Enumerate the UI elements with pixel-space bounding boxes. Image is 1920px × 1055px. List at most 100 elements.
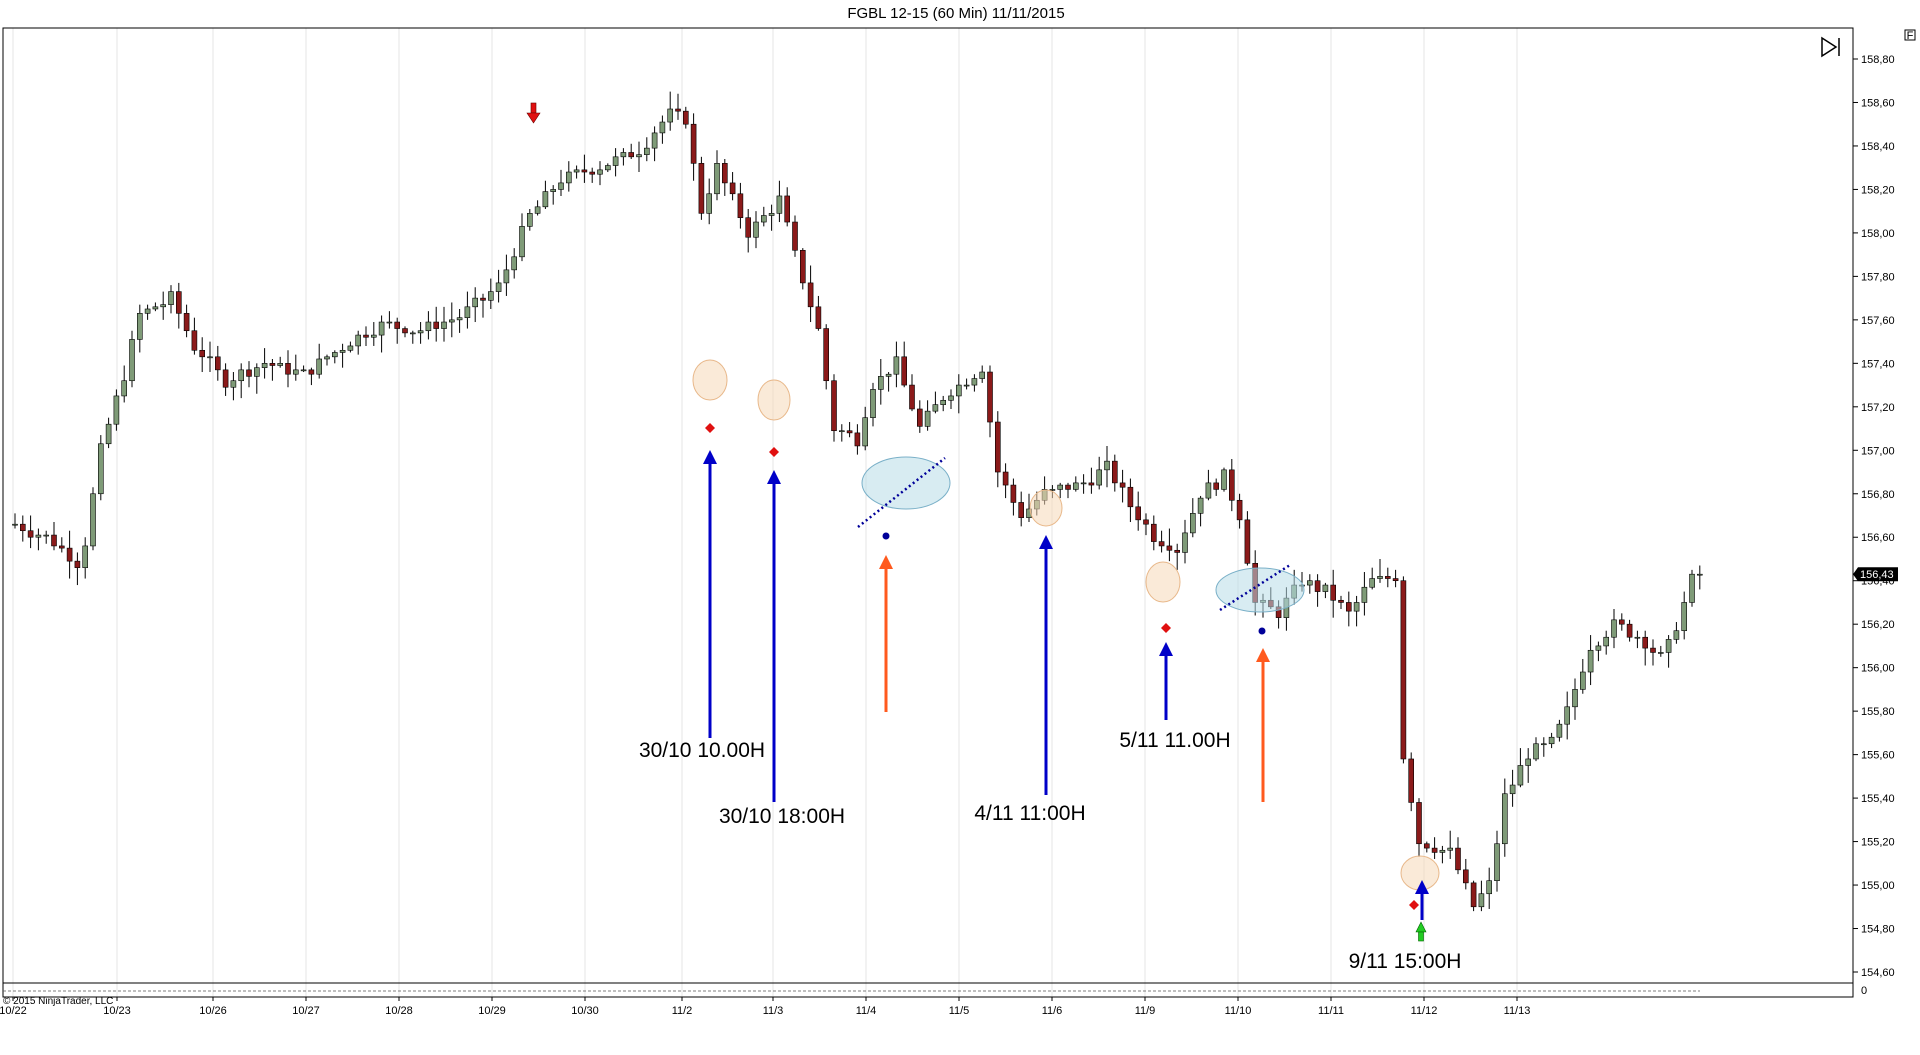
candle-body bbox=[948, 395, 954, 401]
candle bbox=[1104, 445, 1110, 488]
arrow-head bbox=[1256, 648, 1270, 662]
candle bbox=[721, 158, 728, 196]
candle bbox=[1002, 463, 1009, 499]
candle bbox=[1112, 454, 1118, 492]
candle bbox=[916, 400, 923, 433]
candle-body bbox=[690, 123, 697, 164]
candle-body bbox=[1642, 636, 1648, 649]
date-axis: 10/22 10/23 10/26 10/27 10/28 10/29 10/30 11/2 1… bbox=[0, 997, 1530, 1017]
candle-body bbox=[1650, 647, 1656, 653]
candle bbox=[1010, 478, 1017, 516]
candle bbox=[940, 395, 947, 412]
x-tick-label: 11/6 bbox=[1042, 1005, 1063, 1017]
candle-body bbox=[1470, 882, 1477, 908]
candle-body bbox=[168, 291, 174, 305]
signal-diamond-marker bbox=[705, 423, 715, 433]
candle-body bbox=[909, 384, 915, 410]
candle bbox=[862, 406, 869, 451]
candle-body bbox=[27, 530, 34, 538]
candle-body bbox=[1049, 489, 1056, 491]
candle-body bbox=[1143, 519, 1149, 525]
candle-body bbox=[1065, 484, 1071, 490]
y-tick-label: 157,80 bbox=[1861, 271, 1895, 283]
candle bbox=[667, 91, 674, 131]
candle-body bbox=[604, 165, 611, 171]
candle bbox=[636, 141, 642, 173]
candle bbox=[838, 424, 845, 442]
candle bbox=[659, 115, 666, 144]
candle-body bbox=[1205, 482, 1212, 499]
candle bbox=[19, 515, 26, 542]
candle-body bbox=[628, 152, 635, 158]
candle-body bbox=[1182, 532, 1188, 553]
grid-lines bbox=[12, 28, 1518, 997]
candle-body bbox=[526, 213, 533, 227]
x-tick-label: 11/2 bbox=[672, 1005, 693, 1017]
candle-body bbox=[1408, 758, 1414, 803]
candle-body bbox=[636, 154, 642, 158]
pattern-ellipse-orange bbox=[1145, 561, 1181, 603]
candle-body bbox=[1424, 843, 1430, 849]
candle bbox=[1369, 567, 1375, 590]
candle-body bbox=[183, 313, 190, 332]
panel-badge-box bbox=[1904, 29, 1916, 41]
candle bbox=[1174, 543, 1180, 570]
plot-border bbox=[2, 27, 1854, 998]
candle bbox=[550, 185, 557, 205]
candle-body bbox=[12, 523, 18, 526]
candle bbox=[519, 213, 525, 262]
arrow-head bbox=[1159, 642, 1173, 656]
last-price-tag bbox=[1853, 567, 1898, 582]
candle bbox=[137, 304, 143, 353]
candle bbox=[456, 308, 463, 333]
candle bbox=[1065, 482, 1071, 499]
candle-body bbox=[643, 147, 650, 155]
candle bbox=[292, 354, 299, 381]
candle bbox=[893, 341, 900, 388]
candle bbox=[448, 302, 455, 338]
candle-body bbox=[1197, 497, 1204, 514]
candle-body bbox=[1697, 573, 1703, 576]
candle-body bbox=[1236, 499, 1243, 521]
candle bbox=[1073, 476, 1079, 492]
candle bbox=[1119, 469, 1126, 503]
candle bbox=[1127, 478, 1134, 523]
signal-arrow-blue bbox=[767, 470, 781, 802]
candle bbox=[753, 211, 759, 249]
candle bbox=[1166, 528, 1173, 562]
candle bbox=[792, 215, 798, 257]
candle-body bbox=[1166, 545, 1173, 551]
candle-body bbox=[854, 432, 861, 447]
candle-body bbox=[1658, 652, 1664, 654]
candle bbox=[230, 372, 237, 401]
annotation-layer: 30/10 10.00H 30/10 18:00H 4/11 11:00H 5/11 … bbox=[526, 102, 1461, 973]
candle-body bbox=[19, 523, 26, 532]
scroll-end-icon[interactable] bbox=[1821, 36, 1840, 58]
candle-body bbox=[737, 193, 744, 218]
candle-body bbox=[846, 430, 853, 434]
candle bbox=[932, 391, 939, 414]
signal-diamond-marker bbox=[769, 447, 779, 457]
candle bbox=[979, 365, 986, 383]
candle-body bbox=[331, 352, 338, 358]
candle bbox=[1088, 467, 1095, 494]
candle-body bbox=[815, 306, 822, 329]
candle-body bbox=[433, 321, 440, 329]
candle-body bbox=[324, 356, 330, 360]
y-tick-label: 155,00 bbox=[1861, 880, 1895, 892]
candle-body bbox=[1564, 706, 1570, 725]
candle bbox=[581, 154, 588, 183]
candle-body bbox=[495, 282, 502, 292]
candle-body bbox=[176, 291, 182, 314]
candle-body bbox=[238, 369, 244, 382]
candle-body bbox=[581, 169, 588, 173]
candle bbox=[542, 180, 549, 209]
candle bbox=[324, 354, 330, 366]
candle-body bbox=[1307, 580, 1313, 586]
candle bbox=[1314, 574, 1321, 607]
candle bbox=[90, 487, 96, 551]
candle bbox=[1634, 630, 1641, 649]
pattern-ellipse-orange bbox=[1029, 489, 1063, 527]
candle-body bbox=[706, 193, 713, 214]
